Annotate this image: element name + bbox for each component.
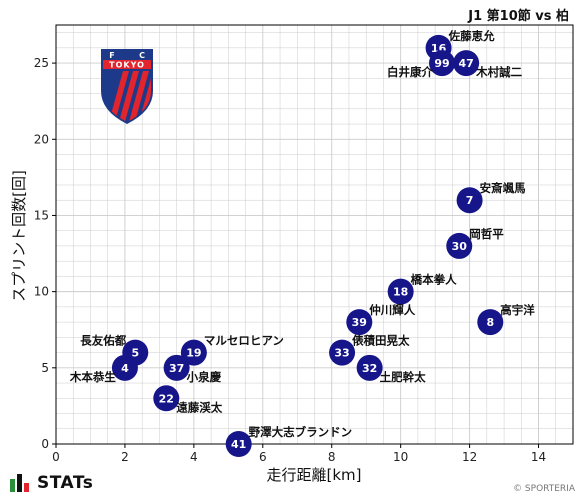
point-number: 41 (231, 438, 246, 451)
y-tick-label: 0 (41, 437, 49, 451)
point-marker (153, 385, 180, 412)
point-player-name: マルセロヒアン (204, 334, 284, 348)
point-number: 4 (121, 362, 129, 375)
point-marker (453, 50, 480, 77)
point-player-name: 木村誠二 (475, 65, 522, 79)
data-points: 16佐藤恵允99白井康介47木村誠二7安斎颯馬30岡哲平18橋本拳人8高宇洋39… (69, 29, 535, 457)
point-player-name: 高宇洋 (500, 303, 535, 317)
point-number: 8 (486, 316, 494, 329)
x-tick-label: 10 (393, 450, 408, 464)
data-point: 7 安斎颯馬 (456, 181, 526, 214)
point-player-name: 白井康介 (387, 65, 433, 79)
data-point: 8 高宇洋 (477, 303, 535, 336)
point-player-name: 仲川輝人 (369, 303, 415, 317)
point-player-name: 長友佑都 (80, 334, 126, 348)
point-number: 33 (334, 347, 349, 360)
logo-letter-f: F (109, 51, 114, 60)
y-tick-label: 20 (34, 132, 49, 146)
copyright: © SPORTERIA (513, 484, 575, 494)
page-title: J1 第10節 vs 柏 (468, 9, 569, 24)
point-marker (477, 309, 504, 336)
x-tick-label: 4 (190, 450, 198, 464)
point-number: 18 (393, 286, 408, 299)
x-axis-label: 走行距離[km] (266, 466, 361, 484)
point-player-name: 岡哲平 (469, 227, 504, 241)
y-tick-label: 15 (34, 208, 49, 222)
point-number: 47 (458, 57, 473, 70)
point-number: 99 (434, 57, 449, 70)
point-marker (387, 278, 414, 305)
point-player-name: 遠藤渓太 (176, 400, 222, 414)
axis-ticks: 0 2 4 6 8 10 12 14 0 5 10 15 20 25 (34, 56, 546, 464)
point-player-name: 佐藤恵允 (448, 29, 495, 43)
point-player-name: 土肥幹太 (380, 370, 426, 384)
y-tick-label: 25 (34, 56, 49, 70)
point-player-name: 俵積田晃太 (352, 334, 410, 348)
point-marker (356, 354, 383, 381)
point-marker (329, 339, 356, 366)
point-number: 32 (362, 362, 377, 375)
data-point: 4 木本恭生 (69, 354, 138, 384)
bars-icon (10, 474, 29, 492)
point-marker (346, 309, 373, 336)
point-number: 19 (186, 347, 201, 360)
x-tick-label: 0 (52, 450, 60, 464)
point-marker (456, 187, 483, 214)
x-tick-label: 6 (259, 450, 267, 464)
logo-word: TOKYO (109, 61, 145, 70)
point-marker (429, 50, 456, 77)
x-tick-label: 12 (462, 450, 477, 464)
y-tick-label: 10 (34, 285, 49, 299)
team-logo: F C TOKYO (101, 49, 153, 124)
plot-frame (55, 24, 574, 445)
point-player-name: 小泉慶 (186, 370, 222, 384)
y-tick-label: 5 (41, 361, 49, 375)
point-number: 37 (169, 362, 184, 375)
point-player-name: 橋本拳人 (411, 273, 457, 287)
point-marker (163, 354, 190, 381)
stats-brand-text: STATs (37, 473, 94, 493)
point-player-name: 木本恭生 (69, 370, 116, 384)
y-axis-label: スプリント回数[回] (10, 170, 28, 302)
x-tick-label: 2 (121, 450, 129, 464)
logo-letter-c: C (139, 51, 145, 60)
point-marker (111, 354, 138, 381)
point-marker (180, 339, 207, 366)
logo-band (103, 60, 151, 69)
point-marker (225, 431, 252, 457)
point-number: 22 (159, 392, 174, 405)
point-number: 30 (452, 240, 468, 253)
point-number: 7 (466, 194, 474, 207)
point-number: 39 (352, 316, 367, 329)
point-number: 5 (131, 347, 139, 360)
x-tick-label: 8 (328, 450, 336, 464)
x-tick-label: 14 (531, 450, 546, 464)
point-marker (446, 232, 473, 259)
stats-brand: STATs (10, 473, 94, 493)
point-player-name: 安斎颯馬 (480, 181, 526, 195)
point-player-name: 野澤大志ブランドン (249, 425, 353, 439)
